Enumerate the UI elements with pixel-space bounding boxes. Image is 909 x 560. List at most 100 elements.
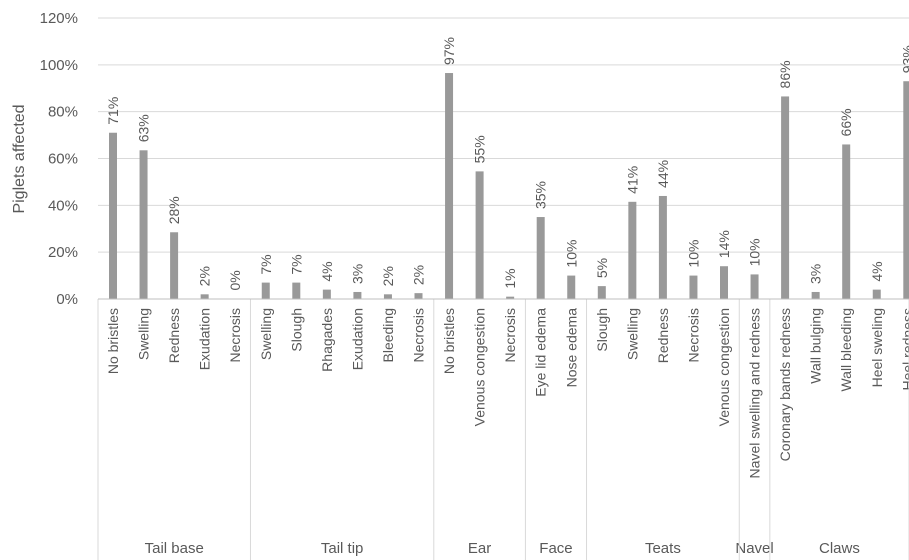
bar — [292, 282, 301, 299]
x-tick-label: Slough — [594, 308, 610, 352]
x-tick-label: Exudation — [349, 308, 365, 370]
value-labels: 71% 63% 28% 2% 0% 7% 7% 4% 3% 2% 2% 97% 55% 1% 35% 10% 5… — [105, 37, 909, 291]
data-label: 66% — [838, 108, 854, 136]
x-tick-label: Swelling — [136, 308, 152, 360]
data-label: 86% — [777, 60, 793, 88]
group-label: Tail base — [145, 540, 204, 557]
bar — [200, 294, 209, 299]
data-label: 3% — [349, 264, 365, 284]
data-label: 1% — [502, 268, 518, 288]
bar — [170, 232, 179, 299]
data-label: 0% — [227, 270, 243, 290]
data-label: 63% — [136, 114, 152, 142]
y-axis-ticks: 0% 20% 40% 60% 80% 100% 120% — [40, 10, 78, 308]
data-label: 2% — [380, 266, 396, 286]
x-tick-label: Venous congestion — [472, 308, 488, 426]
data-label: 41% — [624, 166, 640, 194]
x-tick-label: Heel redness — [899, 308, 909, 391]
y-tick-label: 0% — [56, 291, 78, 308]
x-tick-label: Redness — [655, 308, 671, 363]
group-label: Navel — [735, 540, 773, 557]
x-tick-label: Bleeding — [380, 308, 396, 363]
data-label: 10% — [685, 240, 701, 268]
data-label: 7% — [258, 254, 274, 274]
data-label: 10% — [747, 238, 763, 266]
x-tick-label: Swelling — [258, 308, 274, 360]
x-tick-label: Coronary bands redness — [777, 308, 793, 461]
bar — [597, 286, 606, 299]
x-tick-label: Rhagades — [319, 308, 335, 372]
data-label: 35% — [533, 181, 549, 209]
data-label: 2% — [197, 266, 213, 286]
data-label: 28% — [166, 196, 182, 224]
x-tick-label: Heel sweling — [869, 308, 885, 387]
data-label: 2% — [411, 265, 427, 285]
bar — [353, 291, 362, 299]
y-tick-label: 40% — [48, 197, 78, 214]
bar — [414, 293, 423, 299]
bar — [872, 289, 881, 299]
y-tick-label: 80% — [48, 104, 78, 121]
data-label: 3% — [808, 264, 824, 284]
x-tick-label: Swelling — [624, 308, 640, 360]
bar — [750, 274, 759, 299]
data-label: 4% — [319, 261, 335, 281]
x-tick-label: Eye lid edema — [533, 308, 549, 397]
bar — [506, 296, 515, 299]
data-label: 97% — [441, 37, 457, 65]
data-label: 71% — [105, 97, 121, 125]
data-label: 7% — [288, 254, 304, 274]
bar — [628, 201, 637, 299]
bar — [475, 171, 484, 299]
bar — [445, 73, 454, 299]
y-tick-label: 20% — [48, 244, 78, 261]
bar — [109, 132, 117, 299]
x-tick-label: Redness — [166, 308, 182, 363]
y-tick-label: 100% — [40, 57, 78, 74]
x-tick-label: Necrosis — [411, 308, 427, 362]
bar — [811, 291, 820, 299]
group-label: Face — [539, 540, 572, 557]
x-tick-label: Navel swelling and redness — [747, 308, 763, 478]
bar — [536, 217, 545, 299]
bar — [383, 294, 392, 299]
bar — [689, 275, 698, 299]
group-label: Teats — [645, 540, 681, 557]
bar — [720, 266, 728, 299]
group-label: Claws — [819, 540, 860, 557]
x-tick-label: Necrosis — [685, 308, 701, 362]
x-tick-label: Exudation — [197, 308, 213, 370]
x-tick-label: Necrosis — [227, 308, 243, 362]
x-tick-label: Nose edema — [563, 308, 579, 388]
data-label: 4% — [869, 261, 885, 281]
x-tick-label: No bristles — [105, 308, 121, 374]
x-tick-label: Venous congestion — [716, 308, 732, 426]
category-labels: No bristles Swelling Redness Exudation Necro… — [105, 308, 909, 479]
bar — [903, 81, 909, 299]
y-tick-label: 60% — [48, 151, 78, 168]
x-tick-label: Wall bleeding — [838, 308, 854, 392]
x-tick-label: Slough — [288, 308, 304, 352]
bar — [322, 289, 331, 299]
group-labels: Tail base Tail tip Ear Face Teats Navel Claws — [145, 540, 860, 557]
data-label: 55% — [472, 135, 488, 163]
group-label: Ear — [468, 540, 491, 557]
data-label: 44% — [655, 160, 671, 188]
data-label: 93% — [899, 45, 909, 73]
bar — [781, 96, 790, 299]
data-label: 10% — [563, 240, 579, 268]
y-tick-label: 120% — [40, 10, 78, 27]
bar — [842, 144, 851, 299]
x-tick-label: Necrosis — [502, 308, 518, 362]
bar — [658, 195, 667, 299]
data-label: 5% — [594, 258, 610, 278]
data-label: 14% — [716, 230, 732, 258]
group-separators — [97, 299, 909, 560]
x-tick-label: No bristles — [441, 308, 457, 374]
bars — [109, 73, 909, 299]
x-tick-label: Wall bulging — [808, 308, 824, 384]
bar — [567, 275, 576, 299]
gridlines — [98, 17, 909, 253]
bar — [139, 150, 148, 299]
